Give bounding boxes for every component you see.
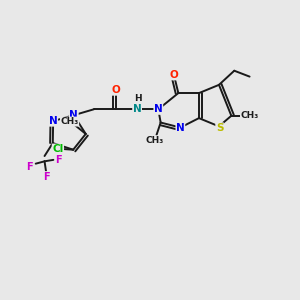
Text: N: N bbox=[49, 116, 58, 126]
Text: H: H bbox=[134, 94, 142, 103]
Text: F: F bbox=[26, 162, 33, 172]
Text: N: N bbox=[176, 122, 185, 133]
Text: CH₃: CH₃ bbox=[60, 117, 79, 126]
Text: CH₃: CH₃ bbox=[146, 136, 164, 145]
Text: N: N bbox=[133, 104, 142, 114]
Text: Cl: Cl bbox=[52, 144, 64, 154]
Text: F: F bbox=[56, 155, 62, 165]
Text: N: N bbox=[154, 104, 163, 114]
Text: N: N bbox=[69, 110, 78, 120]
Text: CH₃: CH₃ bbox=[241, 111, 259, 120]
Text: O: O bbox=[169, 70, 178, 80]
Text: S: S bbox=[216, 123, 223, 133]
Text: F: F bbox=[43, 172, 49, 182]
Text: O: O bbox=[112, 85, 120, 95]
